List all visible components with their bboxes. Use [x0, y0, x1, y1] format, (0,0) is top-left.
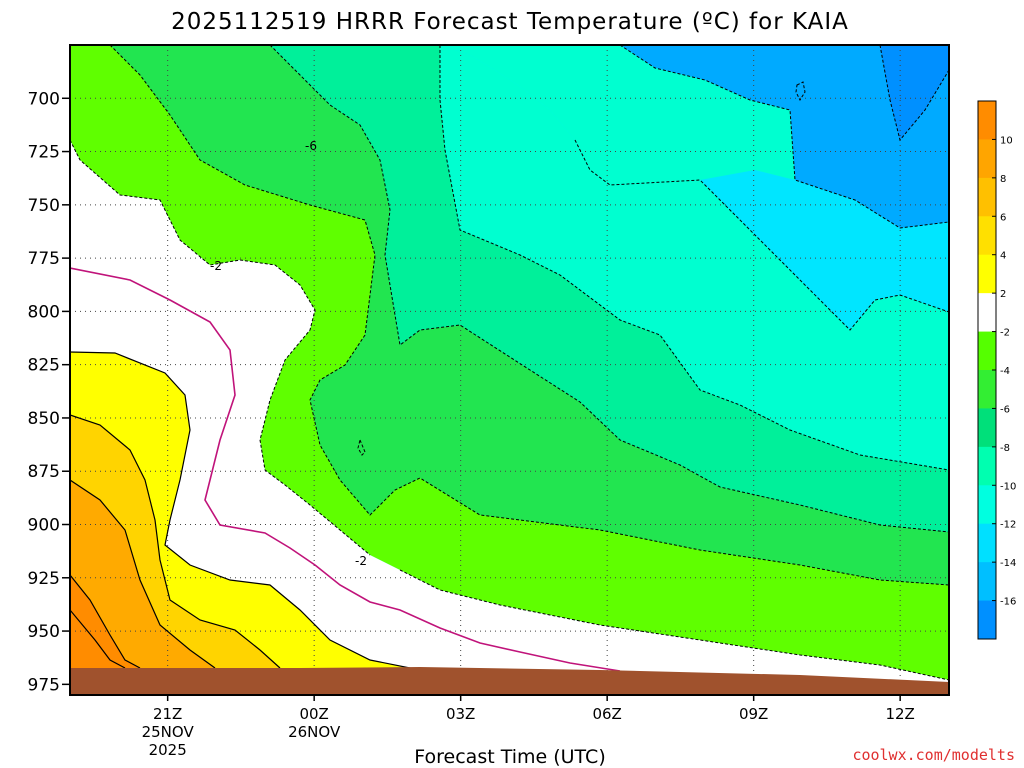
x-tick-date: 26NOV	[288, 723, 341, 741]
colorbar-swatch	[978, 600, 996, 640]
x-tick-label: 09Z	[739, 705, 768, 723]
colorbar-swatch	[978, 331, 996, 371]
y-tick-label: 725	[28, 143, 60, 163]
colorbar-label: 8	[1000, 174, 1006, 185]
zero-isotherm	[70, 267, 621, 672]
region-darkorange	[70, 575, 140, 670]
chart-title: 2025112519 HRRR Forecast Temperature (ºC…	[171, 9, 849, 35]
colorbar-label: -10	[1000, 481, 1016, 492]
x-tick-year: 2025	[149, 741, 187, 759]
plot-area	[70, 45, 949, 695]
x-axis-title: Forecast Time (UTC)	[414, 746, 605, 768]
y-tick-label: 900	[28, 516, 60, 536]
plot-frame	[69, 44, 950, 696]
credit-text: coolwx.com/modelts	[852, 746, 1015, 764]
y-tick-label: 950	[28, 622, 60, 642]
colorbar-label: -4	[1000, 366, 1010, 377]
colorbar-label: 10	[1000, 135, 1013, 146]
y-tick-label: 975	[28, 675, 60, 695]
contour-label: -2	[210, 259, 222, 273]
x-tick-label: 12Z	[885, 705, 914, 723]
y-axis: 700 725 750 775 800 825 850 875 900 925 950 975	[28, 89, 70, 695]
x-tick-label: 03Z	[446, 705, 475, 723]
region-green	[110, 45, 949, 585]
colorbar-swatch	[978, 293, 996, 333]
x-tick-label: 21Z	[153, 705, 182, 723]
colorbar-swatch	[978, 254, 996, 294]
y-tick-label: 750	[28, 196, 60, 216]
colorbar-swatch	[978, 216, 996, 256]
y-tick-label: 775	[28, 249, 60, 269]
colorbar-label: 4	[1000, 251, 1006, 262]
region-orange	[70, 480, 215, 670]
region-white	[70, 140, 949, 695]
colorbar-swatch	[978, 523, 996, 563]
colorbar-label: -8	[1000, 443, 1010, 454]
colorbar-label: 6	[1000, 212, 1006, 223]
colorbar-swatch	[978, 139, 996, 179]
y-tick-label: 850	[28, 409, 60, 429]
region-blue	[620, 45, 949, 228]
x-tick-label: 06Z	[592, 705, 621, 723]
contour-label: -2	[355, 554, 367, 568]
ground	[70, 667, 949, 695]
x-tick-label: 00Z	[299, 705, 328, 723]
colorbar-swatch	[978, 370, 996, 409]
colorbar-label: -6	[1000, 404, 1010, 415]
colorbar-swatch	[978, 177, 996, 217]
y-tick-label: 875	[28, 462, 60, 482]
colorbar-swatch	[978, 408, 996, 448]
y-tick-label: 825	[28, 356, 60, 376]
colorbar-label: -12	[1000, 520, 1016, 531]
colorbar-swatch	[978, 562, 996, 602]
colorbar-swatch	[978, 446, 996, 486]
contour-label: -6	[305, 139, 317, 153]
region-darkblue	[880, 45, 949, 140]
region-limegreen	[70, 45, 949, 680]
colorbar-label: 2	[1000, 289, 1006, 300]
colorbar-label: -2	[1000, 328, 1010, 339]
x-tick-date: 25NOV	[142, 723, 195, 741]
colorbar: 10 8 6 4 2 -2 -4 -6 -8 -10 -12 -14 -16	[977, 100, 1016, 640]
contours-solid	[70, 351, 421, 671]
region-aqua	[70, 45, 795, 185]
region-aqua2	[440, 45, 949, 470]
colorbar-swatch	[978, 101, 996, 140]
contours-dashed	[70, 45, 949, 681]
colorbar-label: -14	[1000, 558, 1016, 569]
region-seagreen	[270, 45, 949, 532]
grid	[70, 45, 949, 695]
y-tick-label: 700	[28, 89, 60, 109]
y-tick-label: 925	[28, 569, 60, 589]
colorbar-swatch	[978, 485, 996, 525]
colorbar-label: -16	[1000, 597, 1016, 608]
y-tick-label: 800	[28, 302, 60, 322]
